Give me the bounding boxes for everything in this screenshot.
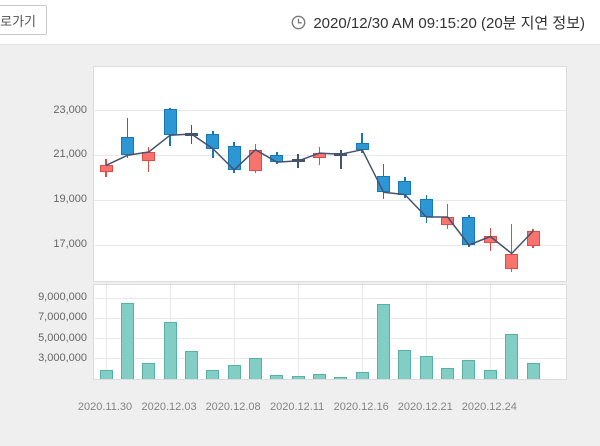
date-axis-label: 2020.12.24 xyxy=(461,401,517,413)
volume-bar xyxy=(419,355,433,379)
volume-bar xyxy=(163,322,177,379)
volume-chart-plot xyxy=(93,284,567,380)
volume-bar xyxy=(526,362,540,379)
price-axis-label: 17,000 xyxy=(53,238,87,250)
candle-down xyxy=(206,134,220,149)
volume-bar xyxy=(505,334,519,379)
volume-bar xyxy=(248,357,262,379)
candle-up xyxy=(248,149,262,171)
price-gridline xyxy=(94,199,566,201)
shortcut-button[interactable]: 로가기 xyxy=(0,5,47,35)
volume-date-gridline xyxy=(489,285,491,379)
candle-up xyxy=(526,231,540,247)
volume-date-gridline xyxy=(361,285,363,379)
candle-up xyxy=(505,253,519,269)
candle-doji xyxy=(184,132,198,136)
volume-bar xyxy=(355,371,369,379)
volume-axis-label: 3,000,000 xyxy=(38,351,87,364)
volume-gridline xyxy=(94,297,566,299)
price-axis-label: 19,000 xyxy=(53,193,87,206)
volume-date-gridline xyxy=(425,285,427,379)
candle-doji xyxy=(291,159,305,163)
volume-axis-label: 7,000,000 xyxy=(38,311,87,324)
volume-axis-label: 9,000,000 xyxy=(38,291,87,303)
date-axis-label: 2020.12.03 xyxy=(141,401,197,413)
candle-down xyxy=(163,109,177,136)
timestamp-text: 2020/12/30 AM 09:15:20 (20분 지연 정보) xyxy=(313,14,585,32)
close-price-line xyxy=(105,133,534,255)
candle-down xyxy=(398,181,412,195)
volume-bar xyxy=(270,374,284,379)
candle-down xyxy=(462,216,476,245)
volume-bar xyxy=(184,350,198,379)
volume-bar xyxy=(377,304,391,379)
volume-bar xyxy=(206,369,220,379)
candle-up xyxy=(441,216,455,225)
candle-down xyxy=(419,199,433,217)
volume-date-gridline xyxy=(233,285,235,379)
volume-bar xyxy=(291,375,305,379)
volume-bar xyxy=(227,364,241,379)
date-axis-label: 2020.12.16 xyxy=(333,401,389,413)
price-axis-label: 23,000 xyxy=(53,103,87,116)
date-axis-label: 2020.12.21 xyxy=(397,401,453,413)
volume-date-gridline xyxy=(297,285,299,379)
volume-axis-label: 5,000,000 xyxy=(38,331,87,344)
header: 로가기 2020/12/30 AM 09:15:20 (20분 지연 정보) xyxy=(0,0,600,44)
volume-gridline xyxy=(94,358,566,360)
volume-bar xyxy=(120,303,134,379)
volume-bar xyxy=(462,359,476,379)
candle-up xyxy=(483,236,497,243)
volume-bar xyxy=(313,373,326,379)
price-chart-plot xyxy=(93,66,567,282)
candle-down xyxy=(355,143,369,150)
candle-up xyxy=(313,153,326,158)
date-axis-label: 2020.12.11 xyxy=(270,401,325,413)
volume-bar xyxy=(441,367,455,379)
candle-up xyxy=(99,165,113,173)
candle-down xyxy=(120,137,134,156)
header-divider xyxy=(0,44,600,45)
volume-gridline xyxy=(94,317,566,319)
volume-gridline xyxy=(94,338,566,339)
chart-panel: 23,000 21,000 19,000 17,000 9,000,000 7,000,0… xyxy=(0,45,600,446)
candle-doji xyxy=(334,152,348,156)
date-axis-label: 2020.11.30 xyxy=(77,401,133,413)
candle-down xyxy=(227,146,241,170)
price-axis-label: 21,000 xyxy=(53,148,87,161)
volume-date-gridline xyxy=(105,285,107,379)
volume-bar xyxy=(398,349,412,379)
volume-bar xyxy=(142,362,156,379)
candle-down xyxy=(377,175,391,193)
candle-down xyxy=(270,155,284,163)
date-axis-label: 2020.12.08 xyxy=(205,401,261,413)
price-gridline xyxy=(94,244,566,246)
price-gridline xyxy=(94,110,566,111)
volume-bar xyxy=(334,376,348,379)
clock-icon xyxy=(291,15,306,29)
volume-bar xyxy=(99,369,113,379)
candle-up xyxy=(142,151,156,161)
volume-bar xyxy=(483,369,497,379)
timestamp-area: 2020/12/30 AM 09:15:20 (20분 지연 정보) xyxy=(291,0,585,44)
price-gridline xyxy=(94,154,566,156)
